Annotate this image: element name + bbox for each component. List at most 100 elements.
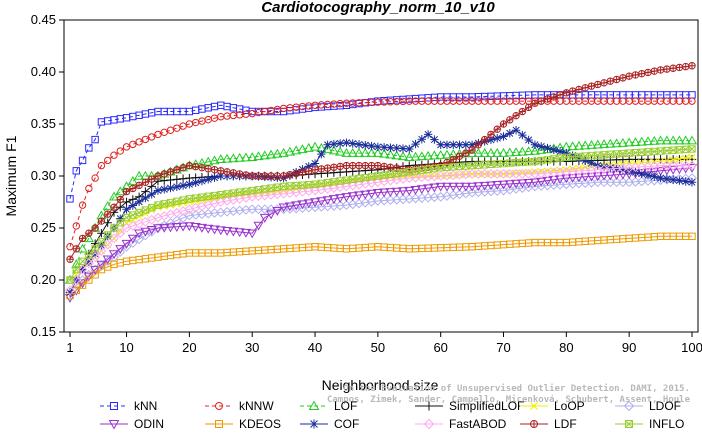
- legend-item: KDEOS: [205, 417, 281, 431]
- data-point: [171, 223, 182, 232]
- data-point: [599, 162, 609, 171]
- data-point: [461, 140, 471, 149]
- data-point: [210, 173, 219, 182]
- data-point: [531, 99, 539, 107]
- series-inflo: [66, 145, 696, 284]
- data-point: [209, 155, 220, 165]
- data-point: [663, 65, 671, 73]
- data-point: [203, 224, 214, 234]
- data-point: [322, 144, 333, 154]
- data-point: [323, 178, 332, 187]
- x-tick-label: 20: [182, 340, 196, 355]
- data-point: [517, 146, 528, 156]
- data-point: [204, 192, 212, 201]
- data-point: [323, 140, 332, 149]
- data-point: [229, 169, 238, 177]
- data-point: [612, 75, 621, 84]
- data-point: [140, 227, 151, 237]
- data-point: [555, 147, 565, 156]
- data-point: [146, 226, 157, 235]
- data-point: [284, 202, 295, 212]
- data-point: [367, 161, 376, 170]
- data-point: [140, 230, 151, 241]
- data-point: [129, 211, 137, 219]
- data-point: [385, 188, 396, 198]
- data-point: [159, 223, 170, 233]
- data-point: [467, 182, 478, 192]
- data-point: [619, 74, 627, 82]
- data-point: [141, 206, 150, 214]
- data-point: [66, 243, 74, 251]
- data-point: [91, 245, 99, 253]
- data-point: [72, 167, 80, 175]
- data-point: [297, 200, 308, 210]
- data-point: [630, 137, 641, 147]
- data-point: [335, 194, 346, 204]
- x-tick-label: 10: [119, 340, 133, 355]
- data-point: [342, 161, 351, 170]
- data-point: [423, 150, 434, 160]
- data-point: [166, 168, 175, 176]
- data-point: [688, 62, 696, 70]
- data-point: [240, 228, 251, 238]
- data-point: [309, 141, 321, 151]
- data-point: [561, 174, 572, 184]
- data-point: [97, 217, 106, 225]
- data-point: [442, 140, 452, 149]
- data-point: [556, 91, 564, 99]
- data-point: [341, 193, 352, 203]
- data-point: [536, 144, 547, 154]
- data-point: [102, 255, 113, 265]
- data-point: [228, 227, 239, 237]
- data-point: [360, 190, 371, 200]
- data-point: [121, 239, 132, 249]
- data-point: [405, 144, 414, 154]
- data-point: [455, 140, 464, 149]
- data-point: [311, 166, 319, 174]
- data-point: [574, 153, 584, 163]
- x-axis: 1 10 20 30 40 50 60 70 80 90 100: [66, 332, 702, 355]
- data-point: [66, 195, 74, 203]
- data-point: [675, 176, 684, 185]
- data-point: [66, 255, 74, 263]
- data-point: [116, 219, 124, 227]
- data-point: [355, 161, 363, 170]
- data-point: [90, 265, 101, 275]
- data-point: [687, 155, 697, 164]
- data-point: [173, 166, 181, 174]
- legend-label: LOF: [334, 399, 357, 413]
- data-point: [322, 196, 333, 206]
- legend: kNN kNNW LOF SimplifiedLOF LoOP LDOF ODIN KDEOS…: [100, 399, 684, 431]
- data-point: [374, 161, 382, 170]
- data-point: [141, 135, 150, 144]
- data-point: [668, 165, 679, 175]
- data-point: [303, 199, 314, 209]
- data-point: [473, 147, 484, 157]
- data-point: [543, 143, 552, 153]
- data-point: [234, 228, 245, 238]
- data-point: [537, 97, 545, 105]
- x-tick-label: 100: [681, 340, 702, 355]
- data-point: [342, 138, 351, 147]
- data-point: [91, 174, 99, 182]
- data-point: [518, 107, 527, 116]
- data-point: [562, 148, 571, 158]
- data-point: [110, 224, 118, 232]
- data-point: [278, 147, 289, 157]
- data-point: [147, 182, 156, 191]
- data-point: [361, 161, 369, 170]
- data-point: [393, 169, 401, 178]
- x-tick-label: 40: [308, 340, 322, 355]
- data-point: [479, 147, 490, 157]
- data-point: [160, 176, 169, 185]
- data-point: [423, 130, 433, 139]
- data-point: [135, 138, 143, 146]
- data-point: [78, 201, 87, 209]
- data-point: [179, 163, 187, 172]
- data-point: [303, 142, 314, 152]
- data-point: [160, 128, 168, 137]
- data-point: [330, 163, 338, 171]
- data-point: [543, 156, 552, 164]
- series-knnw: [66, 97, 696, 251]
- data-point: [172, 175, 182, 184]
